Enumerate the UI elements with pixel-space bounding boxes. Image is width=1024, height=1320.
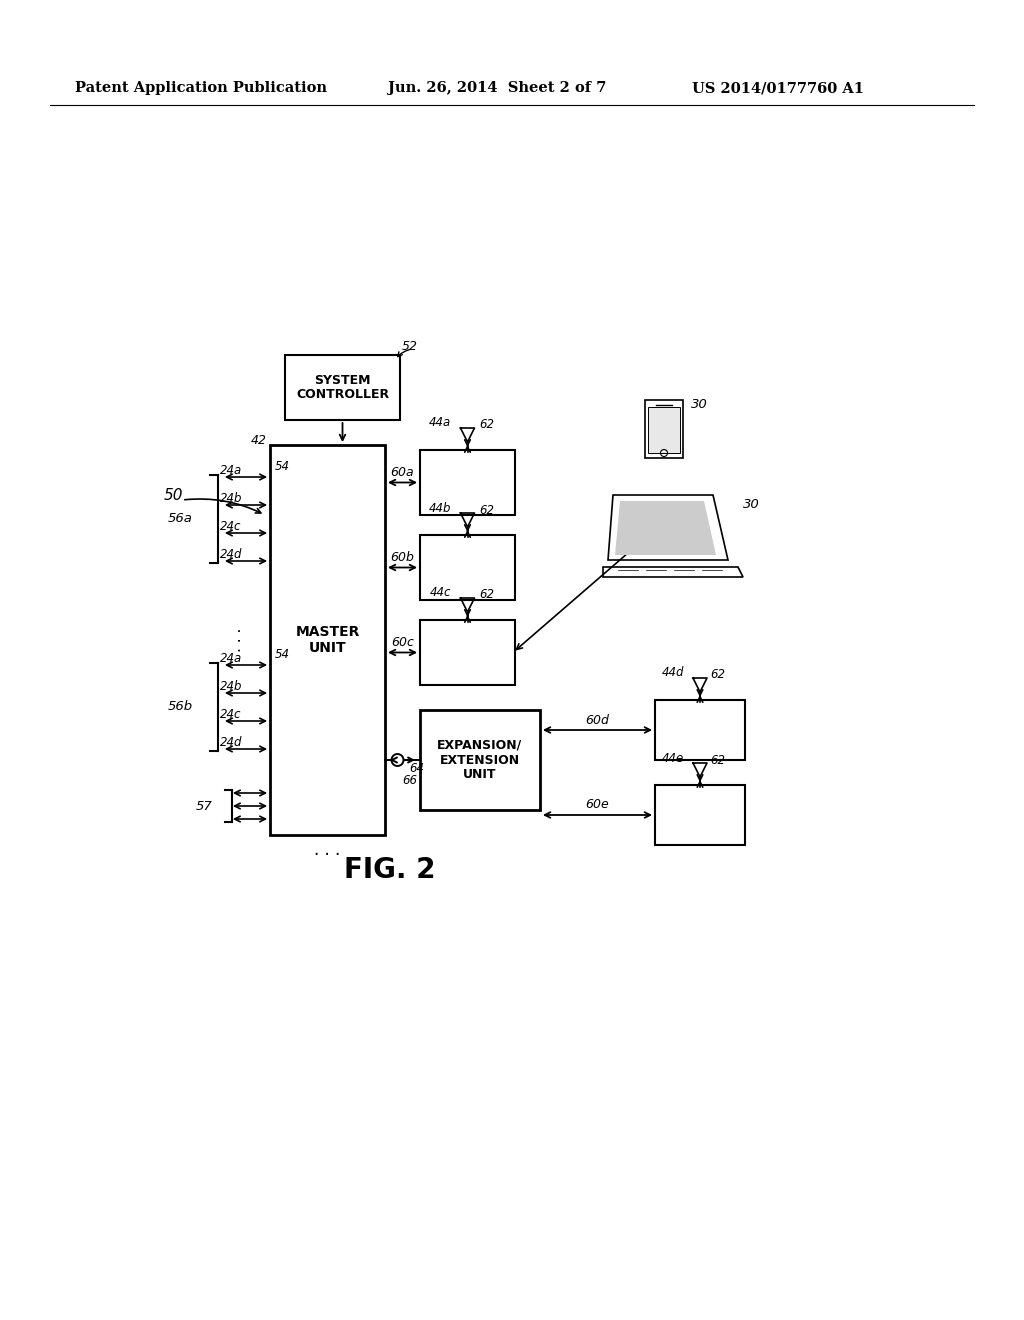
Text: 44d: 44d — [662, 667, 684, 680]
Text: 24c: 24c — [220, 708, 242, 721]
Bar — [655, 700, 745, 760]
Text: 24a: 24a — [220, 463, 243, 477]
Text: 60d: 60d — [586, 714, 609, 726]
Text: 62: 62 — [710, 754, 725, 767]
Bar — [285, 355, 400, 420]
Text: SYSTEM
CONTROLLER: SYSTEM CONTROLLER — [296, 374, 389, 401]
Bar — [420, 620, 515, 685]
Text: 64: 64 — [410, 762, 425, 775]
Text: EXPANSION/
EXTENSION
UNIT: EXPANSION/ EXTENSION UNIT — [437, 738, 522, 781]
Text: 44a: 44a — [429, 417, 452, 429]
Bar — [270, 445, 385, 836]
Text: 66: 66 — [402, 774, 418, 787]
Text: 60e: 60e — [586, 799, 609, 812]
Bar — [420, 450, 515, 515]
Text: 62: 62 — [479, 503, 495, 516]
Bar — [420, 535, 515, 601]
Polygon shape — [615, 502, 716, 554]
Text: · · ·: · · · — [314, 846, 341, 865]
Text: 56a: 56a — [168, 512, 193, 525]
Bar — [645, 400, 683, 458]
Text: 24b: 24b — [220, 491, 243, 504]
Text: 24d: 24d — [220, 735, 243, 748]
Text: 30: 30 — [743, 499, 760, 511]
Text: 24c: 24c — [220, 520, 242, 532]
Text: MASTER
UNIT: MASTER UNIT — [295, 624, 359, 655]
Text: 24b: 24b — [220, 680, 243, 693]
Text: 54: 54 — [275, 461, 290, 474]
Bar — [648, 407, 680, 453]
Text: FIG. 2: FIG. 2 — [344, 855, 436, 884]
Text: 60b: 60b — [390, 550, 415, 564]
Polygon shape — [603, 568, 743, 577]
Bar — [655, 785, 745, 845]
Text: Jun. 26, 2014  Sheet 2 of 7: Jun. 26, 2014 Sheet 2 of 7 — [388, 81, 606, 95]
Text: 52: 52 — [402, 341, 418, 354]
Text: 24d: 24d — [220, 548, 243, 561]
Text: 60c: 60c — [391, 636, 414, 649]
Text: 50: 50 — [163, 487, 182, 503]
Text: 44c: 44c — [430, 586, 452, 599]
Text: 44e: 44e — [662, 751, 684, 764]
Text: 62: 62 — [710, 668, 725, 681]
Text: US 2014/0177760 A1: US 2014/0177760 A1 — [692, 81, 864, 95]
Bar — [420, 710, 540, 810]
Text: 57: 57 — [196, 800, 212, 813]
Polygon shape — [608, 495, 728, 560]
Text: 56b: 56b — [168, 701, 193, 714]
Text: 62: 62 — [479, 589, 495, 602]
Text: 60a: 60a — [391, 466, 415, 479]
Text: · · ·: · · · — [234, 628, 250, 652]
Text: 62: 62 — [479, 418, 495, 432]
Text: 44b: 44b — [429, 502, 452, 515]
Text: Patent Application Publication: Patent Application Publication — [75, 81, 327, 95]
Text: 30: 30 — [691, 399, 708, 412]
Text: 54: 54 — [275, 648, 290, 661]
Text: 42: 42 — [251, 433, 267, 446]
Text: 24a: 24a — [220, 652, 243, 664]
